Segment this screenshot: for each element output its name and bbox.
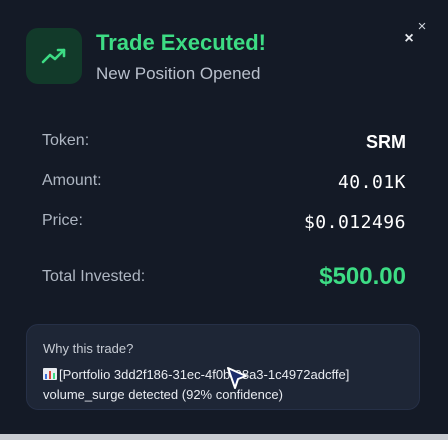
trade-reason-text-block: [Portfolio 3dd2f186-31ec-4f0b-98a3-1c497…	[43, 365, 413, 405]
token-label: Token:	[42, 132, 90, 149]
token-row: Token: SRM	[42, 132, 406, 156]
total-invested-value: $500.00	[319, 263, 406, 290]
notification-subtitle: New Position Opened	[96, 64, 261, 83]
token-value: SRM	[366, 132, 406, 152]
amount-row: Amount: 40.01K	[42, 172, 406, 196]
bottom-edge-bar	[0, 434, 448, 440]
total-invested-row: Total Invested: $500.00	[42, 263, 406, 292]
price-label: Price:	[42, 212, 83, 229]
amount-value: 40.01K	[337, 172, 406, 193]
mouse-cursor-icon	[227, 367, 247, 389]
trending-up-icon	[26, 28, 82, 84]
trade-reason-panel: Why this trade? [Portfolio 3dd2f186-31ec…	[26, 324, 420, 410]
bar-chart-icon	[43, 368, 57, 380]
price-value: $0.012496	[303, 212, 406, 233]
close-icon[interactable]: ×	[417, 18, 427, 35]
trade-reason-title: Why this trade?	[43, 341, 134, 356]
trade-reason-text: [Portfolio 3dd2f186-31ec-4f0b-98a3-1c497…	[43, 367, 350, 402]
dismiss-icon[interactable]: ×	[404, 30, 414, 47]
amount-label: Amount:	[42, 172, 102, 189]
notification-title: Trade Executed!	[96, 30, 266, 55]
price-row: Price: $0.012496	[42, 212, 406, 236]
total-invested-label: Total Invested:	[42, 268, 146, 285]
